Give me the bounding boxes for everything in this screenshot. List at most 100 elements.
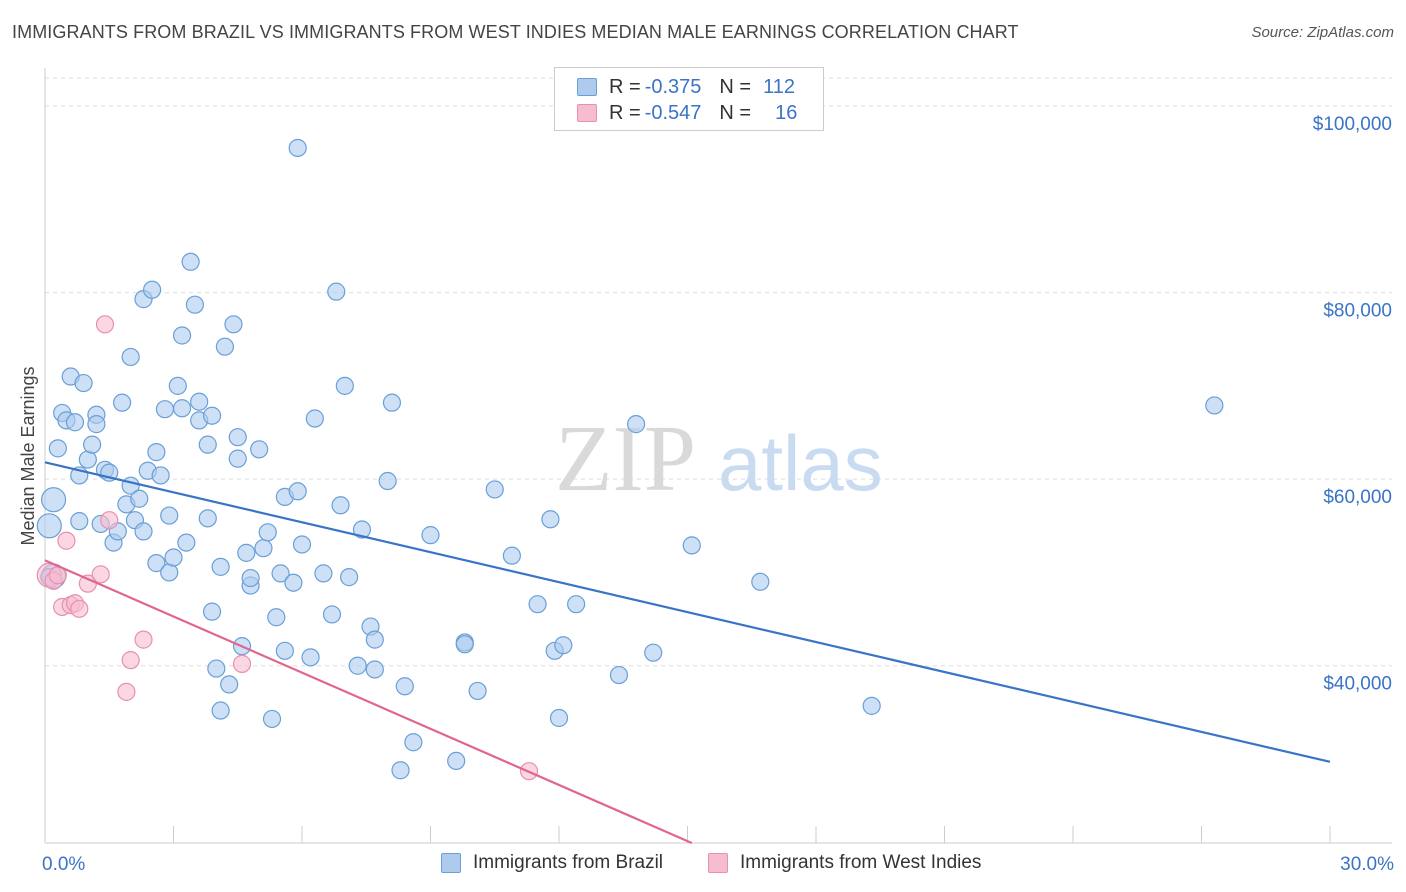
- west-indies-point: [100, 511, 119, 530]
- brazil-point: [331, 496, 350, 515]
- legend-n-label: N =: [719, 75, 752, 98]
- west-indies-point: [232, 654, 252, 673]
- brazil-point: [142, 280, 162, 299]
- brazil-point: [198, 509, 217, 528]
- west-indies-point: [121, 651, 140, 670]
- brazil-point: [267, 608, 286, 627]
- brazil-point: [177, 533, 196, 552]
- legend-r-value: -0.375: [644, 75, 702, 98]
- brazil-point: [121, 347, 140, 367]
- legend-n-value: 112: [763, 75, 795, 98]
- brazil-point: [644, 643, 663, 662]
- brazil-point: [228, 449, 247, 468]
- brazil-point: [288, 138, 307, 158]
- brazil-point: [468, 681, 487, 701]
- west-indies-point: [117, 682, 136, 701]
- brazil-point: [485, 480, 504, 499]
- legend-r-label: R =: [609, 101, 641, 124]
- brazil-point: [65, 413, 85, 432]
- brazil-point: [327, 282, 346, 301]
- brazil-point: [305, 409, 324, 428]
- brazil-point: [421, 526, 440, 545]
- bottom-legend-brazil: Immigrants from Brazil: [441, 851, 663, 875]
- brazil-point: [185, 295, 205, 314]
- brazil-point: [352, 520, 372, 539]
- brazil-point: [391, 761, 410, 780]
- brazil-point: [237, 543, 256, 562]
- brazil-point: [314, 564, 333, 583]
- brazil-trend-line: [44, 461, 1331, 763]
- brazil-point: [147, 554, 166, 573]
- brazil-point: [172, 399, 192, 418]
- brazil-point: [160, 506, 179, 525]
- brazil-point: [567, 595, 586, 614]
- legend-swatch-west-indies: [577, 104, 597, 122]
- brazil-point: [528, 595, 547, 614]
- brazil-point: [335, 376, 354, 395]
- brazil-point: [554, 636, 573, 655]
- brazil-point: [168, 376, 187, 395]
- west-indies-point: [57, 531, 76, 550]
- brazil-point: [211, 701, 230, 720]
- brazil-point: [215, 337, 234, 356]
- x-tick-label-end: 30.0%: [1340, 854, 1394, 875]
- brazil-point: [1205, 396, 1224, 415]
- brazil-point: [250, 440, 269, 459]
- y-tick-label: $40,000: [1323, 674, 1392, 695]
- brazil-point: [36, 513, 62, 539]
- y-tick-label: $80,000: [1323, 301, 1392, 322]
- bottom-legend-swatch-brazil: [441, 853, 461, 873]
- brazil-point: [348, 656, 367, 675]
- brazil-point: [134, 522, 153, 541]
- bottom-legend-west-indies: Immigrants from West Indies: [708, 851, 981, 875]
- brazil-point: [48, 439, 67, 458]
- brazil-point: [626, 415, 646, 434]
- brazil-point: [288, 482, 307, 501]
- source-credit: Source: ZipAtlas.com: [1251, 24, 1394, 41]
- brazil-point: [301, 648, 320, 667]
- bottom-legend-label-brazil: Immigrants from Brazil: [473, 852, 664, 873]
- west-indies-point: [95, 315, 115, 334]
- data-points: [36, 138, 1224, 781]
- brazil-point: [241, 568, 260, 588]
- y-tick-label: $100,000: [1313, 114, 1392, 135]
- legend-r-value: -0.547: [644, 101, 702, 124]
- west-indies-trend-line: [44, 559, 693, 845]
- brazil-point: [151, 466, 170, 485]
- watermark-zip: ZIP: [555, 407, 696, 511]
- chart-title: IMMIGRANTS FROM BRAZIL VS IMMIGRANTS FRO…: [12, 22, 1019, 42]
- brazil-point: [74, 373, 93, 393]
- legend-n-value: 16: [775, 101, 798, 124]
- brazil-point: [112, 393, 132, 412]
- brazil-point: [365, 630, 384, 649]
- y-tick-label: $60,000: [1323, 487, 1392, 508]
- trend-lines: [44, 461, 1331, 845]
- brazil-point: [541, 510, 560, 529]
- brazil-point: [609, 665, 629, 685]
- brazil-point: [340, 568, 359, 587]
- tick-labels: $40,000 $60,000 $80,000 $100,000 0.0% 30.0%: [42, 114, 1394, 875]
- brazil-point: [502, 546, 521, 565]
- brazil-point: [160, 563, 179, 582]
- correlation-legend: R = -0.375 N = 112 R = -0.547 N = 16: [554, 67, 824, 131]
- brazil-point: [258, 523, 277, 542]
- brazil-point: [447, 751, 466, 771]
- legend-swatch-brazil: [577, 78, 597, 96]
- brazil-point: [198, 435, 217, 454]
- west-indies-point: [91, 565, 110, 584]
- brazil-point: [404, 733, 423, 752]
- legend-row-west-indies: R = -0.547 N = 16: [577, 101, 797, 125]
- brazil-point: [130, 489, 149, 508]
- brazil-point: [455, 635, 474, 654]
- legend-r-label: R =: [609, 75, 641, 98]
- brazil-point: [682, 536, 701, 555]
- brazil-point: [70, 512, 89, 531]
- bottom-legend-label-west-indies: Immigrants from West Indies: [740, 852, 982, 873]
- brazil-point: [365, 660, 384, 679]
- brazil-point: [78, 450, 97, 469]
- brazil-point: [207, 659, 226, 678]
- axes: [44, 68, 1392, 844]
- brazil-point: [751, 572, 770, 591]
- west-indies-point: [134, 630, 153, 649]
